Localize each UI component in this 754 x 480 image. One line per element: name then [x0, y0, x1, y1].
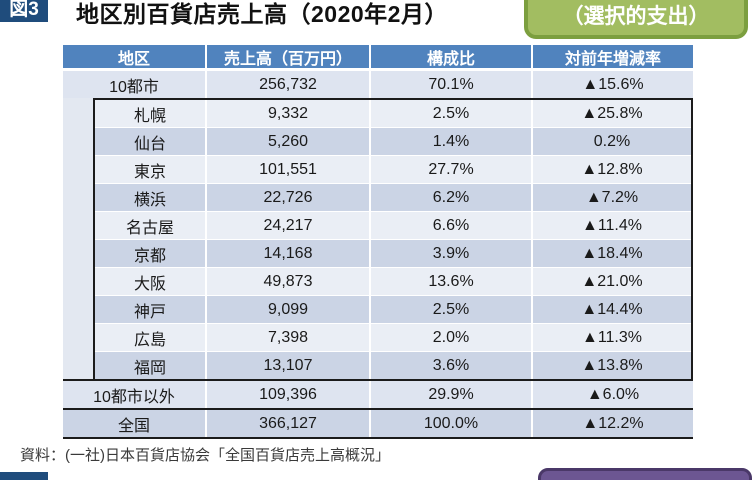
table-row: 札幌 9,332 2.5% ▲25.8%	[95, 100, 691, 128]
cell-sales: 14,168	[207, 240, 371, 267]
cell-region: 福岡	[95, 352, 207, 379]
cell-sales: 24,217	[207, 212, 371, 239]
header-sales: 売上高（百万円）	[207, 45, 371, 68]
next-figure-badge-clipped	[0, 472, 48, 480]
callout-selective-spending: 買回品需要 （選択的支出）	[524, 0, 748, 39]
cell-region: 神戸	[95, 296, 207, 323]
cell-region: 10都市以外	[63, 381, 207, 408]
city-rows-block: 札幌 9,332 2.5% ▲25.8% 仙台 5,260 1.4% 0.2% 東京 101,55…	[63, 98, 693, 379]
cell-sales: 9,099	[207, 296, 371, 323]
callout-line-2: （選択的支出）	[562, 5, 710, 29]
cell-sales: 366,127	[207, 410, 371, 437]
table-row: 福岡 13,107 3.6% ▲13.8%	[95, 352, 691, 379]
cell-region: 10都市	[63, 71, 207, 98]
cell-share: 70.1%	[371, 71, 533, 98]
cell-yoy: ▲12.2%	[533, 410, 693, 437]
header-region: 地区	[63, 45, 207, 68]
city-rows-inner: 札幌 9,332 2.5% ▲25.8% 仙台 5,260 1.4% 0.2% 東京 101,55…	[93, 98, 693, 379]
figure-number-badge: 図3	[0, 0, 48, 22]
cell-yoy: ▲7.2%	[533, 184, 691, 211]
cell-share: 2.5%	[371, 296, 533, 323]
cell-region: 大阪	[95, 268, 207, 295]
cell-sales: 5,260	[207, 128, 371, 155]
header-yoy: 対前年増減率	[533, 45, 693, 68]
cell-share: 13.6%	[371, 268, 533, 295]
cell-yoy: ▲25.8%	[533, 100, 691, 127]
table-row: 神戸 9,099 2.5% ▲14.4%	[95, 296, 691, 324]
figure-number-text: 図3	[9, 0, 39, 20]
cell-share: 2.0%	[371, 324, 533, 351]
cell-yoy: ▲13.8%	[533, 352, 691, 379]
cell-share: 100.0%	[371, 410, 533, 437]
cell-region: 札幌	[95, 100, 207, 127]
cell-sales: 9,332	[207, 100, 371, 127]
table-row: 全国 366,127 100.0% ▲12.2%	[63, 408, 693, 439]
table-row: 広島 7,398 2.0% ▲11.3%	[95, 324, 691, 352]
header-share: 構成比	[371, 45, 533, 68]
cell-yoy: ▲11.4%	[533, 212, 691, 239]
cell-share: 3.9%	[371, 240, 533, 267]
cell-yoy: 0.2%	[533, 128, 691, 155]
cell-share: 2.5%	[371, 100, 533, 127]
cell-yoy: ▲11.3%	[533, 324, 691, 351]
page-title: 地区別百貨店売上高（2020年2月）	[76, 1, 448, 27]
table-row: 東京 101,551 27.7% ▲12.8%	[95, 156, 691, 184]
cell-region: 全国	[63, 410, 207, 437]
cell-share: 1.4%	[371, 128, 533, 155]
table-row: 横浜 22,726 6.2% ▲7.2%	[95, 184, 691, 212]
cell-region: 横浜	[95, 184, 207, 211]
source-note: 資料：(一社)日本百貨店協会「全国百貨店売上高概況」	[20, 447, 390, 464]
cell-sales: 101,551	[207, 156, 371, 183]
cell-sales: 13,107	[207, 352, 371, 379]
cell-share: 6.6%	[371, 212, 533, 239]
table-header-row: 地区 売上高（百万円） 構成比 対前年増減率	[63, 45, 693, 68]
table-row: 10都市以外 109,396 29.9% ▲6.0%	[63, 379, 693, 408]
table-row: 仙台 5,260 1.4% 0.2%	[95, 128, 691, 156]
sales-table: 地区 売上高（百万円） 構成比 対前年増減率 10都市 256,732 70.1% ▲15.6…	[63, 45, 693, 439]
cell-region: 京都	[95, 240, 207, 267]
cell-share: 3.6%	[371, 352, 533, 379]
cell-share: 27.7%	[371, 156, 533, 183]
cell-share: 29.9%	[371, 381, 533, 408]
cell-yoy: ▲21.0%	[533, 268, 691, 295]
cell-sales: 22,726	[207, 184, 371, 211]
cell-region: 広島	[95, 324, 207, 351]
cell-yoy: ▲12.8%	[533, 156, 691, 183]
table-row: 名古屋 24,217 6.6% ▲11.4%	[95, 212, 691, 240]
cell-yoy: ▲6.0%	[533, 381, 693, 408]
indent-strip	[63, 98, 93, 379]
cell-sales: 256,732	[207, 71, 371, 98]
cell-sales: 109,396	[207, 381, 371, 408]
cell-yoy: ▲14.4%	[533, 296, 691, 323]
purple-callout-clipped	[538, 468, 752, 480]
cell-yoy: ▲15.6%	[533, 71, 693, 98]
cell-sales: 7,398	[207, 324, 371, 351]
cell-region: 東京	[95, 156, 207, 183]
cell-region: 名古屋	[95, 212, 207, 239]
cell-yoy: ▲18.4%	[533, 240, 691, 267]
table-row: 京都 14,168 3.9% ▲18.4%	[95, 240, 691, 268]
cell-share: 6.2%	[371, 184, 533, 211]
cell-sales: 49,873	[207, 268, 371, 295]
table-row: 大阪 49,873 13.6% ▲21.0%	[95, 268, 691, 296]
table-row: 10都市 256,732 70.1% ▲15.6%	[63, 71, 693, 98]
callout-line-1: 買回品需要	[532, 0, 740, 4]
cell-region: 仙台	[95, 128, 207, 155]
